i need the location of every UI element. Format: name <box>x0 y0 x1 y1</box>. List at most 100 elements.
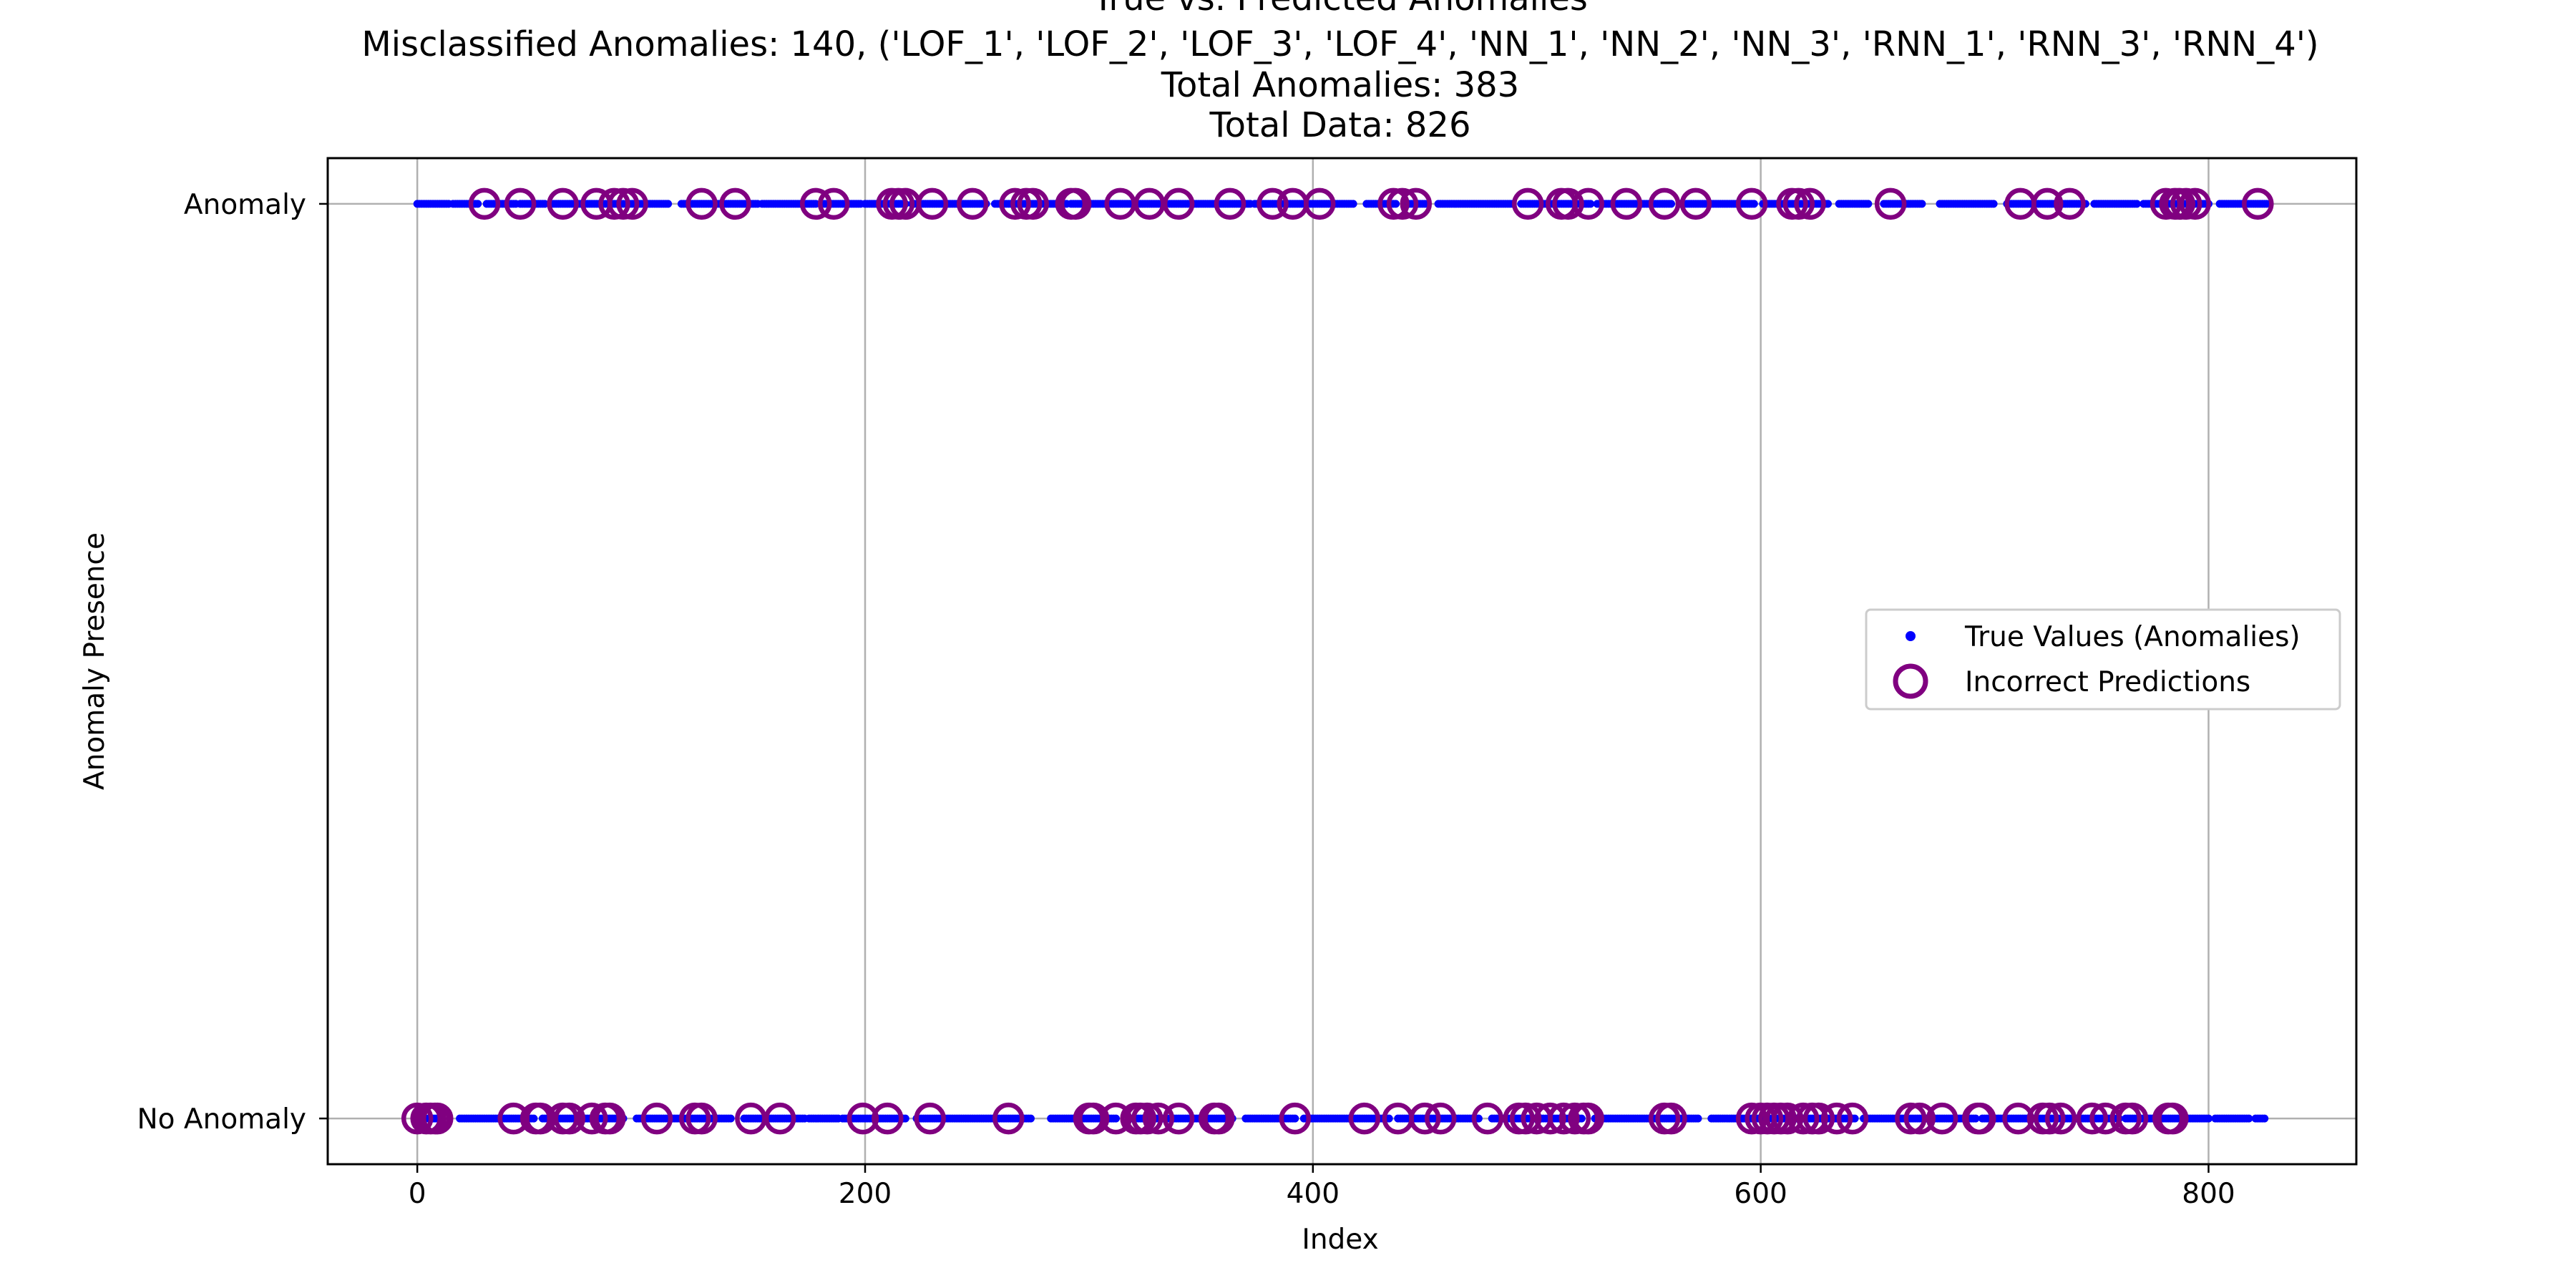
incorrect-prediction-marker-anomaly <box>1552 187 1584 220</box>
title-line-4: Total Data: 826 <box>1209 105 1470 145</box>
true-value-point-no-anomaly <box>1027 1114 1035 1123</box>
incorrect-prediction-marker-no-anomaly <box>2116 1102 2149 1135</box>
incorrect-prediction-marker-anomaly <box>1059 187 1092 220</box>
y-axis-ticks: No Anomaly Anomaly <box>137 189 328 1136</box>
incorrect-prediction-marker-no-anomaly <box>992 1102 1025 1135</box>
true-value-point-anomaly <box>1918 200 1926 208</box>
incorrect-prediction-marker-no-anomaly <box>1409 1102 1441 1135</box>
plot-area-frame <box>326 157 2358 1166</box>
incorrect-prediction-marker-anomaly <box>1303 187 1336 220</box>
title-line-2: Misclassified Anomalies: 140, ('LOF_1', … <box>361 24 2318 64</box>
plot-series <box>401 187 2274 1135</box>
true-value-point-anomaly <box>1667 200 1675 208</box>
true-value-point-no-anomaly <box>1971 1114 1980 1123</box>
incorrect-prediction-marker-no-anomaly <box>2076 1102 2109 1135</box>
incorrect-prediction-marker-no-anomaly <box>1802 1102 1835 1135</box>
incorrect-prediction-marker-no-anomaly <box>553 1102 586 1135</box>
incorrect-prediction-marker-anomaly <box>1511 187 1544 220</box>
true-value-point-anomaly <box>541 200 549 208</box>
chart-title: True vs. Predicted Anomalies Misclassifi… <box>361 0 2318 145</box>
incorrect-prediction-marker-no-anomaly <box>1655 1102 1687 1135</box>
incorrect-prediction-marker-no-anomaly <box>1509 1102 1542 1135</box>
y-axis-label: Anomaly Presence <box>79 532 111 790</box>
x-tick-label: 600 <box>1734 1178 1787 1210</box>
x-tick-label: 0 <box>409 1178 426 1210</box>
incorrect-prediction-marker-no-anomaly <box>401 1102 434 1135</box>
incorrect-prediction-marker-anomaly <box>1377 187 1410 220</box>
incorrect-prediction-marker-anomaly <box>1162 187 1195 220</box>
incorrect-prediction-marker-anomaly <box>719 187 751 220</box>
incorrect-prediction-marker-no-anomaly <box>2044 1102 2077 1135</box>
y-tick-label: No Anomaly <box>137 1103 307 1136</box>
incorrect-prediction-marker-no-anomaly <box>1895 1102 1927 1135</box>
incorrect-prediction-marker-anomaly <box>616 187 648 220</box>
incorrect-prediction-marker-no-anomaly <box>1348 1102 1381 1135</box>
x-tick-label: 200 <box>839 1178 892 1210</box>
incorrect-prediction-marker-anomaly <box>1679 187 1712 220</box>
incorrect-prediction-marker-no-anomaly <box>1534 1102 1566 1135</box>
true-value-point-anomaly <box>2263 200 2271 208</box>
incorrect-prediction-marker-anomaly <box>1017 187 1049 220</box>
incorrect-prediction-marker-no-anomaly <box>1471 1102 1504 1135</box>
incorrect-prediction-marker-no-anomaly <box>1279 1102 1312 1135</box>
true-value-point-anomaly <box>1349 200 1357 208</box>
incorrect-prediction-marker-no-anomaly <box>872 1102 904 1135</box>
legend-box <box>1865 608 2341 711</box>
chart-legend: True Values (Anomalies) Incorrect Predic… <box>1865 608 2341 711</box>
incorrect-prediction-marker-anomaly <box>1610 187 1643 220</box>
true-value-point-no-anomaly <box>1850 1114 1859 1123</box>
true-value-point-no-anomaly <box>2260 1114 2269 1123</box>
incorrect-prediction-marker-anomaly <box>1782 187 1815 220</box>
y-tick-label: Anomaly <box>184 189 306 221</box>
x-tick-label: 800 <box>2182 1178 2235 1210</box>
incorrect-prediction-marker-anomaly <box>1794 187 1826 220</box>
incorrect-prediction-marker-anomaly <box>1735 187 1768 220</box>
true-value-point-anomaly <box>1989 200 1998 208</box>
true-value-point-no-anomaly <box>1385 1114 1393 1123</box>
true-value-point-anomaly <box>664 200 673 208</box>
true-value-point-no-anomaly <box>1474 1114 1483 1123</box>
incorrect-prediction-marker-no-anomaly <box>640 1102 673 1135</box>
incorrect-prediction-marker-no-anomaly <box>2002 1102 2034 1135</box>
incorrect-prediction-marker-anomaly <box>817 187 850 220</box>
incorrect-prediction-marker-no-anomaly <box>1077 1102 1110 1135</box>
legend-incorrect-predictions-marker <box>1893 663 1928 699</box>
incorrect-prediction-marker-anomaly <box>598 187 630 220</box>
title-line-1: True vs. Predicted Anomalies <box>1092 0 1588 19</box>
true-value-point-no-anomaly <box>1694 1114 1702 1123</box>
incorrect-prediction-marker-anomaly <box>1257 187 1289 220</box>
true-value-point-anomaly <box>1750 200 1758 208</box>
incorrect-prediction-marker-no-anomaly <box>763 1102 796 1135</box>
incorrect-prediction-marker-no-anomaly <box>1424 1102 1457 1135</box>
incorrect-prediction-marker-anomaly <box>607 187 640 220</box>
incorrect-prediction-marker-no-anomaly <box>575 1102 608 1135</box>
incorrect-prediction-marker-anomaly <box>2031 187 2064 220</box>
incorrect-prediction-marker-anomaly <box>547 187 579 220</box>
incorrect-prediction-marker-no-anomaly <box>1100 1102 1132 1135</box>
true-value-point-no-anomaly <box>1577 1114 1586 1123</box>
incorrect-prediction-marker-anomaly <box>1874 187 1907 220</box>
incorrect-prediction-marker-anomaly <box>1386 187 1419 220</box>
incorrect-prediction-marker-no-anomaly <box>2157 1102 2189 1135</box>
x-axis-label: Index <box>1302 1224 1378 1256</box>
incorrect-prediction-marker-no-anomaly <box>1162 1102 1195 1135</box>
true-value-point-no-anomaly <box>2245 1114 2253 1123</box>
incorrect-prediction-marker-no-anomaly <box>1558 1102 1591 1135</box>
incorrect-prediction-marker-anomaly <box>1400 187 1433 220</box>
true-value-point-anomaly <box>1392 200 1400 208</box>
incorrect-prediction-marker-no-anomaly <box>1142 1102 1175 1135</box>
true-value-point-anomaly <box>1824 200 1832 208</box>
true-value-point-no-anomaly <box>1291 1114 1299 1123</box>
incorrect-prediction-marker-no-anomaly <box>1926 1102 1958 1135</box>
incorrect-prediction-marker-no-anomaly <box>1572 1102 1604 1135</box>
incorrect-prediction-marker-no-anomaly <box>1771 1102 1804 1135</box>
incorrect-prediction-marker-no-anomaly <box>1131 1102 1163 1135</box>
incorrect-prediction-marker-anomaly <box>2054 187 2086 220</box>
incorrect-prediction-marker-anomaly <box>1214 187 1246 220</box>
incorrect-prediction-marker-anomaly <box>1648 187 1681 220</box>
incorrect-prediction-marker-no-anomaly <box>1820 1102 1853 1135</box>
incorrect-prediction-marker-no-anomaly <box>1548 1102 1580 1135</box>
incorrect-prediction-marker-no-anomaly <box>914 1102 946 1135</box>
true-value-point-no-anomaly <box>726 1114 735 1123</box>
